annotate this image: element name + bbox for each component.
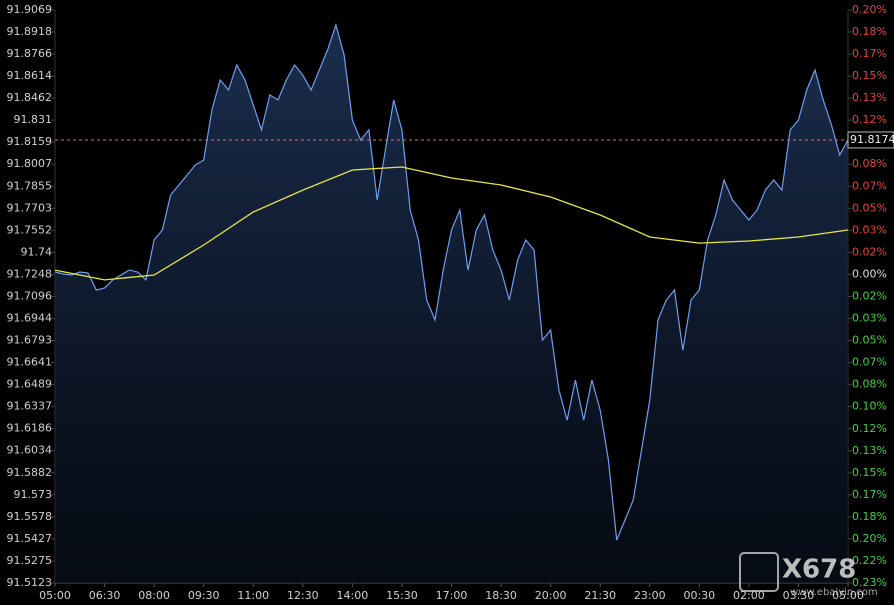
y-tick-label: 91.5578: [7, 510, 53, 523]
y-tick-label: 91.8159: [7, 135, 53, 148]
y2-tick-label: 0.05%: [852, 201, 887, 214]
x-tick-label: 05:00: [832, 589, 864, 602]
y-tick-label: 91.6944: [7, 312, 53, 325]
y2-tick-label: 0.17%: [852, 47, 887, 60]
line: [54, 22, 849, 541]
y-tick-label: 91.74: [21, 245, 53, 258]
y-tick-label: 91.8462: [7, 91, 53, 104]
x-tick-label: 14:00: [337, 589, 369, 602]
y-tick-label: 91.5275: [7, 554, 53, 567]
x-tick-label: 21:30: [584, 589, 616, 602]
y2-tick-label: 0.08%: [852, 378, 887, 391]
y-tick-label: 91.6489: [7, 378, 53, 391]
plot: 91.9069 91.8918 91.8766 91.8614 91.8462 91.83…: [7, 3, 894, 602]
y2-tick-label: 0.17%: [852, 488, 887, 501]
y2-tick-label: 0.07%: [852, 179, 887, 192]
x-tick-label: 03:30: [783, 589, 815, 602]
x-tick-label: 02:00: [733, 589, 765, 602]
x-tick-label: 05:00: [39, 589, 71, 602]
y2-tick-label: 0.03%: [852, 223, 887, 236]
y2-tick-label: 0.03%: [852, 312, 887, 325]
y2-tick-label: 0.12%: [852, 422, 887, 435]
y-tick-label: 91.5427: [7, 532, 53, 545]
y2-tick-label: 0.00%: [852, 267, 887, 280]
y-tick-label: 91.5882: [7, 466, 53, 479]
y2-tick-label: 0.15%: [852, 69, 887, 82]
x-tick-label: 09:30: [188, 589, 220, 602]
x-tick-label: 20:00: [535, 589, 567, 602]
y2-tick-label: 0.22%: [852, 554, 887, 567]
y-tick-label: 91.7096: [7, 290, 53, 303]
y-tick-label: 91.7552: [7, 223, 53, 236]
y2-tick-label: 0.20%: [852, 3, 887, 16]
y-tick-label: 91.6034: [7, 444, 53, 457]
y-tick-label: 91.7248: [7, 267, 53, 280]
y2-tick-label: 0.10%: [852, 400, 887, 413]
x-tick-label: 18:30: [485, 589, 517, 602]
y2-tick-label: 0.15%: [852, 466, 887, 479]
y-tick-label: 91.9069: [7, 3, 53, 16]
y2-tick-label: 0.12%: [852, 113, 887, 126]
y2-tick-label: 0.05%: [852, 334, 887, 347]
y2-tick-label: 0.07%: [852, 356, 887, 369]
y-tick-label: 91.8614: [7, 69, 53, 82]
x-tick-label: 00:30: [683, 589, 715, 602]
y-tick-label: 91.6337: [7, 400, 53, 413]
y2-tick-label: 0.02%: [852, 245, 887, 258]
y-tick-label: 91.7703: [7, 201, 53, 214]
y-tick-label: 91.831: [14, 113, 53, 126]
x-tick-label: 11:00: [237, 589, 269, 602]
y2-tick-label: 0.13%: [852, 444, 887, 457]
line: [54, 166, 849, 281]
y-tick-label: 91.573: [14, 488, 53, 501]
watermark-url: www.ebaiyin.com: [790, 587, 878, 598]
last-price-label: 91.8174: [850, 133, 894, 146]
y-tick-label: 91.8007: [7, 157, 53, 170]
y-tick-label: 91.6186: [7, 422, 53, 435]
watermark: X678: [782, 555, 856, 585]
y2-tick-label: 0.23%: [852, 576, 887, 589]
y-tick-label: 91.6641: [7, 356, 53, 369]
x-tick-label: 12:30: [287, 589, 319, 602]
watermark-icon: [739, 552, 779, 592]
x-tick-label: 15:30: [386, 589, 418, 602]
x-tick-label: 06:30: [89, 589, 121, 602]
x-tick-label: 17:00: [436, 589, 468, 602]
y-tick-label: 91.7855: [7, 179, 53, 192]
y2-tick-label: 0.18%: [852, 510, 887, 523]
area: [55, 25, 848, 583]
y-tick-label: 91.8766: [7, 47, 53, 60]
last-price-box: [847, 131, 894, 149]
y2-tick-label: 0.18%: [852, 25, 887, 38]
y2-tick-label: 0.13%: [852, 91, 887, 104]
y-tick-label: 91.5123: [7, 576, 53, 589]
y2-tick-label: 0.08%: [852, 157, 887, 170]
x-tick-label: 08:00: [138, 589, 170, 602]
y-tick-label: 91.8918: [7, 25, 53, 38]
x-tick-label: 23:00: [634, 589, 666, 602]
y2-tick-label: 0.02%: [852, 290, 887, 303]
y-tick-label: 91.6793: [7, 333, 53, 346]
y2-tick-label: 0.20%: [852, 532, 887, 545]
